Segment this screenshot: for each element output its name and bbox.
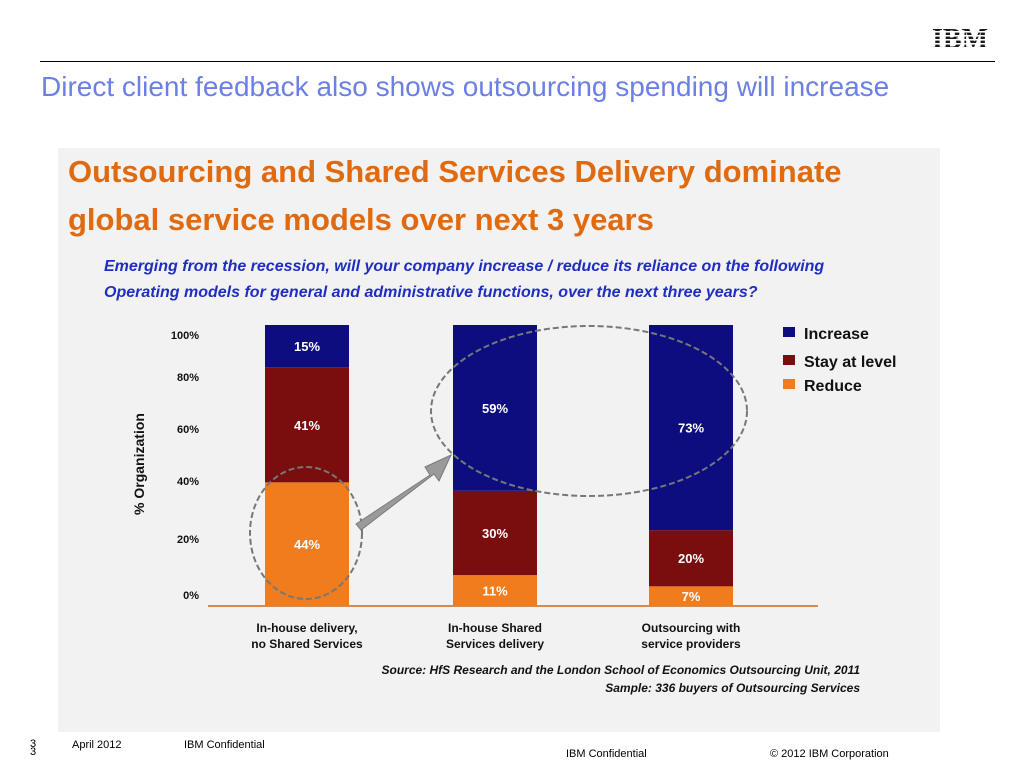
page-number-duplicate: 3 (30, 746, 37, 758)
ibm-logo: IBM (924, 24, 996, 52)
category-label: no Shared Services (251, 637, 363, 651)
bar-segment (649, 325, 733, 531)
y-tick-label: 80% (177, 372, 199, 384)
bar-segment (453, 575, 537, 606)
bar-value-label: 59% (482, 401, 508, 416)
bar-value-label: 11% (482, 584, 508, 599)
bar-segment (649, 586, 733, 606)
bar-segment (649, 530, 733, 587)
bar-value-label: 44% (294, 537, 320, 552)
trend-arrow (355, 453, 453, 531)
bar-segment (265, 325, 349, 368)
legend-swatch (783, 355, 795, 365)
bar-value-label: 20% (678, 551, 704, 566)
legend-swatch (783, 327, 795, 337)
bar-value-label: 7% (682, 589, 701, 604)
bar-value-label: 73% (678, 421, 704, 436)
y-tick-label: 0% (183, 590, 199, 602)
bar-value-label: 15% (294, 339, 320, 354)
category-label: In-house delivery, (256, 621, 357, 635)
bar-segment (453, 325, 537, 491)
bar-value-label: 41% (294, 418, 320, 433)
category-label: service providers (641, 637, 741, 651)
sample-note: Sample: 336 buyers of Outsourcing Servic… (605, 681, 860, 695)
figure-heading-line2: global service models over next 3 years (68, 202, 654, 237)
footer-copyright: © 2012 IBM Corporation (770, 748, 889, 760)
page-number: 3 (30, 738, 37, 750)
y-tick-label: 40% (177, 476, 199, 488)
footer-date: April 2012 (72, 739, 122, 751)
source-note: Source: HfS Research and the London Scho… (381, 663, 860, 677)
y-tick-label: 100% (171, 330, 199, 342)
footer-confidential-left: IBM Confidential (184, 739, 265, 751)
y-tick-label: 60% (177, 424, 199, 436)
figure-heading-line1: Outsourcing and Shared Services Delivery… (68, 154, 842, 189)
legend-label: Stay at level (804, 354, 897, 371)
slide-title: Direct client feedback also shows outsou… (41, 71, 890, 102)
survey-question-line2: Operating models for general and adminis… (104, 284, 758, 301)
y-tick-label: 20% (177, 534, 199, 546)
bar-value-label: 30% (482, 526, 508, 541)
legend-label: Reduce (804, 378, 862, 395)
category-label: Outsourcing with (642, 621, 741, 635)
legend-label: Increase (804, 326, 869, 343)
highlight-ellipse-increase (430, 325, 748, 497)
stacked-bar-chart: % Organization 0% 20% 40% 60% 80% 100% 44% 41% 15… (131, 325, 897, 695)
header-rule (40, 61, 995, 62)
bar-segment (265, 367, 349, 483)
bar-segment (265, 482, 349, 606)
category-label: In-house Shared (448, 621, 542, 635)
legend-swatch (783, 379, 795, 389)
footer-confidential-center: IBM Confidential (566, 748, 647, 760)
survey-question-line1: Emerging from the recession, will your c… (104, 258, 825, 275)
bar-segment (453, 490, 537, 576)
y-axis-label: % Organization (131, 413, 147, 515)
highlight-ellipse-reduce (249, 466, 363, 600)
category-label: Services delivery (446, 637, 544, 651)
